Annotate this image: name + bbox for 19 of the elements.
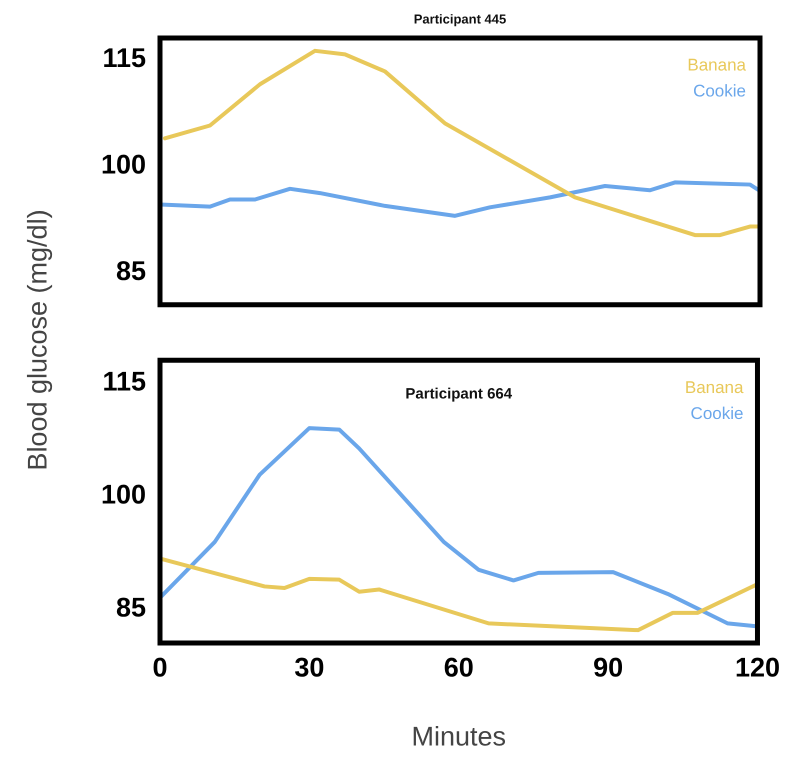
x-axis-title: Minutes: [411, 721, 506, 752]
text: Cookie: [690, 404, 744, 423]
x-tick-label: 30: [294, 652, 324, 683]
chart-title: Participant 445: [414, 12, 506, 27]
x-tick-label: 90: [593, 652, 624, 683]
y-tick-label: 100: [100, 150, 146, 180]
y-axis-title: Blood glucose (mg/dl): [22, 209, 54, 471]
y-tick-label: 85: [116, 256, 146, 286]
y-tick-label: 100: [100, 479, 146, 510]
text: Cookie: [693, 82, 746, 101]
x-tick-label: 60: [444, 652, 474, 683]
y-tick-label: 115: [102, 366, 146, 396]
y-tick-label: 85: [116, 592, 146, 623]
y-tick-label: 115: [102, 42, 146, 73]
text: Banana: [684, 378, 744, 397]
x-tick-label: 0: [152, 652, 168, 683]
x-tick-label: 120: [734, 652, 780, 683]
text: Participant 664: [405, 385, 513, 402]
text: Banana: [687, 56, 747, 75]
